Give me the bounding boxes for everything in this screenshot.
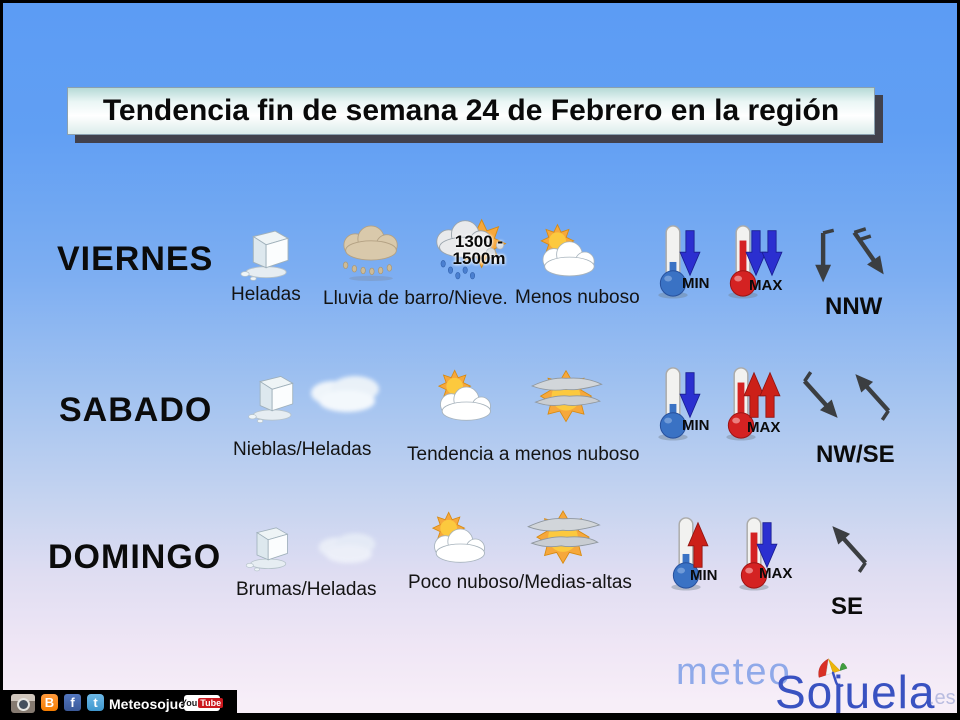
page-title: Tendencia fin de semana 24 de Febrero en… [102, 94, 840, 127]
temp-trend-up-arrow-icon [687, 521, 709, 569]
mist-cloud-icon [311, 529, 383, 569]
condition-label: Tendencia a menos nuboso [407, 444, 640, 465]
brand-tld-text: .es [929, 687, 956, 709]
ice-cube-icon [241, 521, 297, 573]
wind-direction-arrow-icon [809, 225, 839, 285]
condition-label: Nieblas/Heladas [233, 439, 372, 460]
wind-direction-arrow-icon [789, 365, 851, 430]
blogger-icon[interactable]: B [41, 694, 58, 711]
youtube-icon[interactable]: You Tube [181, 695, 224, 711]
temp-trend-down-arrow-icon [761, 229, 783, 277]
sun-behind-clouds-icon [423, 367, 503, 427]
sun-high-clouds-icon [523, 505, 603, 571]
ice-cube-icon [235, 223, 299, 283]
temp-trend-down-arrow-icon [679, 229, 701, 277]
condition-label: Poco nuboso/Medias-altas [408, 572, 632, 593]
wind-direction-label: SE [831, 593, 864, 620]
snow-level-annotation: 1300 - 1500m [452, 232, 506, 268]
social-account-name: Meteosojuela [109, 696, 198, 712]
condition-label: Menos nuboso [515, 287, 640, 308]
temp-trend-down-arrow-icon [679, 371, 701, 419]
wind-direction-label: NW/SE [816, 441, 895, 468]
day-label-domingo: DOMINGO [48, 538, 222, 576]
brand-sojuela-text: Sojuela [775, 666, 936, 718]
fog-cloud-icon [299, 371, 391, 419]
bottom-border-strip [3, 713, 957, 717]
max-label: MAX [747, 419, 781, 436]
min-label: MIN [682, 275, 710, 292]
sun-high-clouds-icon [527, 365, 605, 429]
ice-cube-icon [243, 369, 303, 425]
temp-trend-down-arrow-icon [756, 521, 778, 569]
sun-behind-clouds-icon [417, 508, 497, 570]
mud-rain-cloud-icon [329, 223, 413, 283]
facebook-icon[interactable]: f [64, 694, 81, 711]
condition-label: Lluvia de barro/Nieve. [323, 288, 508, 309]
min-label: MIN [682, 417, 710, 434]
social-bar: B f t Meteosojuela You Tube [3, 690, 237, 716]
min-label: MIN [690, 567, 718, 584]
temp-trend-up-arrow-icon [759, 371, 781, 419]
day-label-viernes: VIERNES [57, 240, 214, 278]
day-label-sabado: SABADO [59, 391, 213, 429]
title-banner: Tendencia fin de semana 24 de Febrero en… [67, 87, 875, 135]
wind-direction-arrow-icon [842, 363, 904, 428]
twitter-icon[interactable]: t [87, 694, 104, 711]
max-label: MAX [759, 565, 793, 582]
instagram-camera-icon[interactable] [11, 694, 35, 713]
sun-behind-clouds-icon [525, 222, 607, 282]
brand-meteo-text: meteo [676, 651, 792, 693]
wind-direction-label: NNW [825, 293, 883, 320]
wind-direction-arrow-icon [839, 219, 898, 285]
condition-label: Heladas [231, 284, 301, 305]
condition-label: Brumas/Heladas [236, 579, 377, 600]
max-label: MAX [749, 277, 783, 294]
wind-direction-arrow-icon [819, 515, 881, 580]
